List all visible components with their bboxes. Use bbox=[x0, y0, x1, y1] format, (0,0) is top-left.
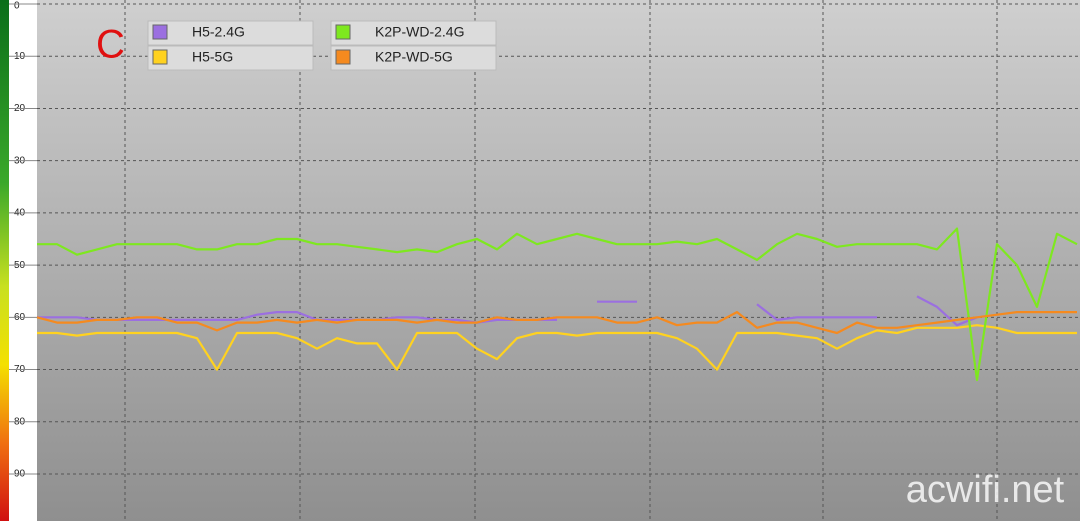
plot-area bbox=[37, 0, 1080, 521]
legend-swatch bbox=[335, 24, 351, 40]
annotation: C bbox=[96, 23, 125, 67]
legend-box bbox=[147, 45, 314, 71]
series-line bbox=[37, 227, 1078, 382]
y-tick-label: 0 bbox=[14, 1, 20, 12]
legend-swatch bbox=[335, 49, 351, 65]
watermark: acwifi.net bbox=[906, 469, 1065, 511]
legend-label: K2P-WD-2.4G bbox=[375, 24, 464, 40]
legend-label: K2P-WD-5G bbox=[375, 49, 453, 65]
vertical-grid bbox=[124, 0, 998, 521]
series-line bbox=[37, 295, 978, 327]
series-line bbox=[36, 311, 1077, 335]
signal-scale bbox=[0, 0, 9, 521]
legend-swatch bbox=[152, 49, 168, 65]
legend-box bbox=[330, 45, 497, 71]
legend-label: H5-5G bbox=[192, 49, 233, 65]
legend-box bbox=[330, 20, 497, 46]
legend-label: H5-2.4G bbox=[192, 24, 245, 40]
series-line bbox=[37, 324, 1077, 371]
legend-swatch bbox=[152, 24, 168, 40]
legend-box bbox=[147, 20, 314, 46]
